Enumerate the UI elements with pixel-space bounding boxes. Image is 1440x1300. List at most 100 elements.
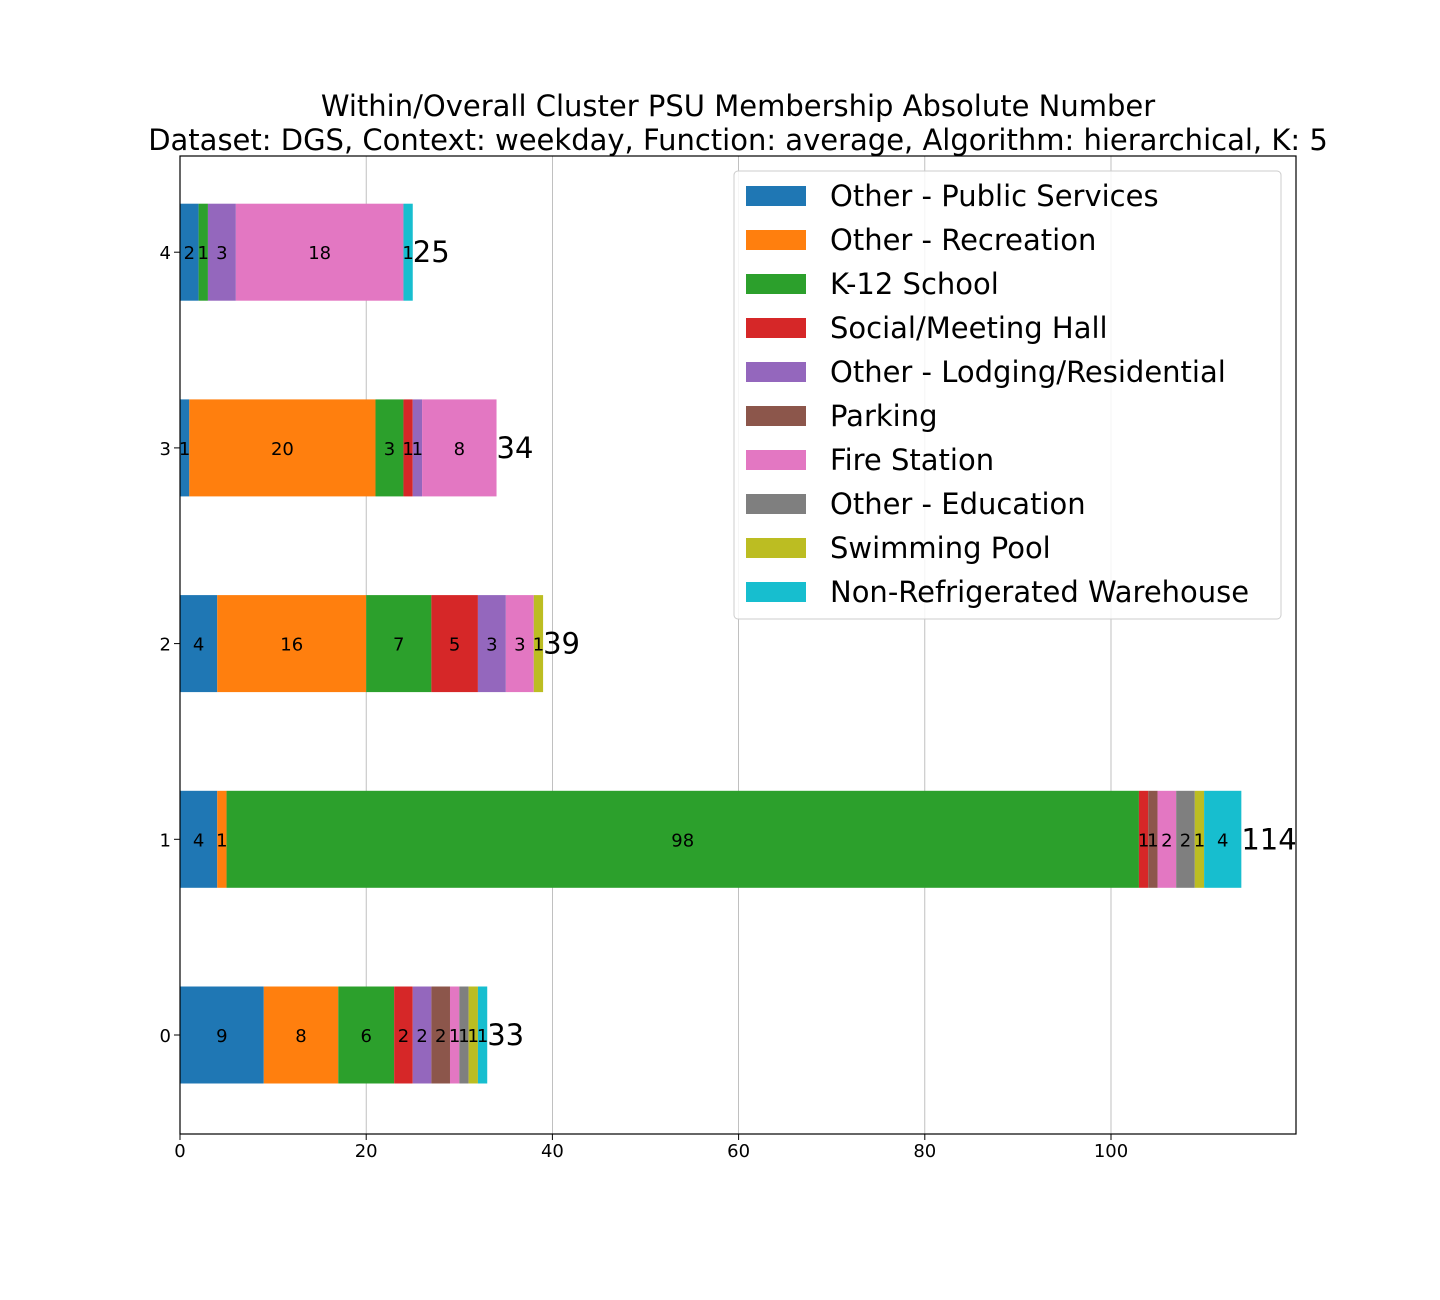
bar-segment-2-s3	[431, 595, 478, 693]
bar-segment-0-s6	[449, 986, 460, 1084]
segment-value-label: 1	[402, 439, 413, 460]
y-tick-label: 2	[160, 635, 171, 656]
chart-title: Within/Overall Cluster PSU Membership Ab…	[321, 89, 1155, 123]
bar-segment-0-s4	[412, 986, 432, 1084]
bars	[180, 203, 1242, 1084]
bar-segment-3-s2	[375, 399, 404, 497]
bar-segment-1-s2	[226, 790, 1139, 888]
bar-segment-0-s2	[338, 986, 395, 1084]
legend-swatch	[746, 186, 806, 206]
bar-segment-0-s1	[263, 986, 339, 1084]
legend-swatch	[746, 318, 806, 338]
bar-segment-3-s6	[422, 399, 497, 497]
segment-value-label: 6	[360, 1026, 371, 1047]
bar-total-label: 114	[1241, 822, 1296, 856]
bar-segment-3-s4	[412, 399, 423, 497]
segment-value-label: 1	[458, 1026, 469, 1047]
bar-segment-0-s3	[394, 986, 413, 1084]
bar-segment-4-s2	[198, 203, 208, 301]
segment-value-label: 4	[193, 635, 204, 656]
legend-entry-label: Parking	[830, 399, 938, 433]
bar-segment-0-s5	[431, 986, 450, 1084]
legend-entry-label: Social/Meeting Hall	[830, 311, 1108, 345]
bar-segment-1-s5	[1148, 790, 1158, 888]
legend-entry-label: Other - Public Services	[830, 179, 1159, 213]
bar-segment-0-s8	[468, 986, 478, 1084]
bar-segment-1-s0	[180, 790, 218, 888]
bar-segment-1-s3	[1138, 790, 1149, 888]
bar-segment-0-s7	[459, 986, 469, 1084]
segment-value-label: 3	[514, 635, 525, 656]
segment-value-label: 1	[533, 635, 544, 656]
segment-value-label: 1	[449, 1026, 460, 1047]
segment-value-label: 3	[216, 243, 227, 264]
segment-value-label: 1	[477, 1026, 488, 1047]
bar-segment-2-s0	[180, 595, 218, 693]
legend-entry-label: Other - Recreation	[830, 223, 1096, 257]
legend-box	[733, 170, 1282, 620]
y-tick-label: 4	[160, 243, 171, 264]
chart-subtitle: Dataset: DGS, Context: weekday, Function…	[148, 123, 1328, 157]
legend-entry-label: Other - Lodging/Residential	[830, 355, 1226, 389]
segment-value-label: 8	[295, 1026, 306, 1047]
bar-segment-3-s1	[189, 399, 376, 497]
segment-value-label: 98	[671, 830, 694, 851]
segment-value-label: 2	[398, 1026, 409, 1047]
bar-segment-1-s9	[1204, 790, 1242, 888]
segment-value-label: 1	[412, 439, 423, 460]
bar-segment-1-s7	[1176, 790, 1195, 888]
segment-value-label: 3	[384, 439, 395, 460]
segment-value-label: 1	[468, 1026, 479, 1047]
legend: Other - Public Services Other - Recreatio…	[733, 170, 1282, 620]
segment-value-label: 1	[1147, 830, 1158, 851]
legend-entry-label: Swimming Pool	[830, 531, 1051, 565]
segment-value-label: 8	[454, 439, 465, 460]
x-tick-label: 100	[1094, 1141, 1128, 1162]
segment-value-label: 16	[280, 635, 303, 656]
segment-value-label: 1	[216, 830, 227, 851]
y-tick-label: 3	[160, 439, 171, 460]
legend-swatch	[746, 274, 806, 294]
legend-swatch	[746, 406, 806, 426]
bar-segment-0-s9	[477, 986, 488, 1084]
segment-value-label: 3	[486, 635, 497, 656]
legend-swatch	[746, 538, 806, 558]
legend-entry-label: Non-Refrigerated Warehouse	[830, 575, 1249, 609]
bar-segment-4-s9	[403, 203, 413, 301]
bar-segment-2-s8	[533, 595, 544, 693]
legend-entry-label: K-12 School	[830, 267, 999, 301]
x-tick-label: 40	[541, 1141, 564, 1162]
segment-value-label: 20	[271, 439, 294, 460]
bar-segment-3-s3	[403, 399, 413, 497]
segment-value-label: 18	[308, 243, 331, 264]
segment-value-label: 1	[198, 243, 209, 264]
segment-value-label: 1	[1138, 830, 1149, 851]
segment-value-label: 9	[216, 1026, 227, 1047]
bar-segment-2-s6	[505, 595, 534, 693]
segment-value-label: 1	[1194, 830, 1205, 851]
bar-total-label: 34	[497, 431, 534, 465]
x-tick-label: 0	[174, 1141, 185, 1162]
x-tick-label: 80	[913, 1141, 936, 1162]
segment-value-label: 4	[1217, 830, 1228, 851]
bar-segment-1-s1	[217, 790, 227, 888]
legend-swatch	[746, 450, 806, 470]
bar-segment-2-s2	[366, 595, 432, 693]
legend-swatch	[746, 362, 806, 382]
bar-segment-4-s4	[207, 203, 236, 301]
bar-segment-1-s8	[1194, 790, 1205, 888]
bar-total-label: 25	[413, 235, 450, 269]
segment-value-label: 2	[435, 1026, 446, 1047]
bar-segment-4-s0	[180, 203, 199, 301]
plot-frame	[179, 155, 1297, 1135]
x-tick-label: 20	[355, 1141, 378, 1162]
legend-swatch	[746, 230, 806, 250]
bar-segment-2-s4	[477, 595, 506, 693]
segment-value-label: 7	[393, 635, 404, 656]
legend-swatch	[746, 582, 806, 602]
bar-total-label: 33	[487, 1018, 524, 1052]
bar-segment-3-s0	[180, 399, 190, 497]
